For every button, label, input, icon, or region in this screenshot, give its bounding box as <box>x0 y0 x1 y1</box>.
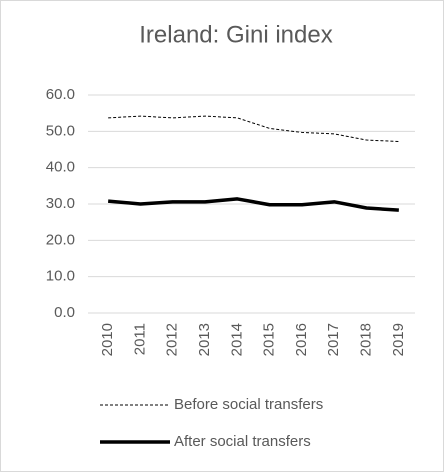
y-tick-label: 60.0 <box>46 86 75 103</box>
y-tick-label: 0.0 <box>54 304 75 321</box>
x-tick-label: 2010 <box>99 323 116 356</box>
y-tick-label: 40.0 <box>46 159 75 176</box>
x-tick-label: 2015 <box>261 323 278 356</box>
x-tick-label: 2013 <box>196 323 213 356</box>
x-tick-label: 2011 <box>131 323 148 355</box>
x-tick-label: 2012 <box>164 323 181 356</box>
data-line <box>107 197 399 212</box>
legend-label: After social transfers <box>174 433 311 450</box>
x-tick-label: 2014 <box>228 323 245 356</box>
y-tick-label: 20.0 <box>46 231 75 248</box>
y-tick-label: 30.0 <box>46 195 75 212</box>
chart-title: Ireland: Gini index <box>139 21 332 48</box>
data-line <box>108 115 399 143</box>
y-tick-label: 10.0 <box>46 268 75 285</box>
x-tick-label: 2016 <box>293 323 310 356</box>
x-tick-label: 2019 <box>390 323 407 356</box>
y-tick-label: 50.0 <box>46 122 75 139</box>
x-tick-label: 2018 <box>358 323 375 356</box>
legend-label: Before social transfers <box>174 396 323 413</box>
x-tick-label: 2017 <box>325 323 342 356</box>
